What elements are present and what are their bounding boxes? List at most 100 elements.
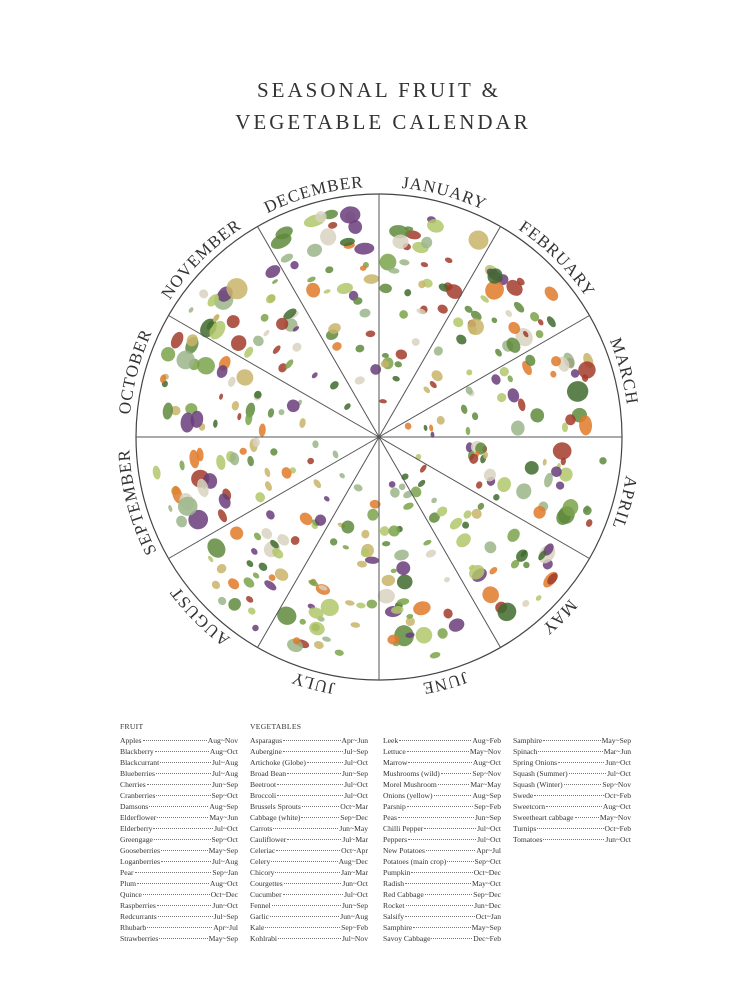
item-season: Jul~Oct	[477, 835, 501, 844]
leader	[277, 784, 344, 785]
item-season: Apr~Jun	[341, 736, 368, 745]
list-row: Samphire May~Sep	[513, 735, 631, 746]
produce	[258, 562, 268, 571]
item-season: Sep~Dec	[473, 890, 501, 899]
item-name: Samphire	[513, 736, 543, 745]
item-name: Peas	[383, 813, 397, 822]
list-row: Brussels Sprouts Oct~Mar	[250, 801, 368, 812]
produce	[456, 334, 467, 345]
produce	[216, 454, 226, 470]
month-label: MARCH	[606, 335, 642, 406]
leader	[411, 872, 473, 873]
produce	[254, 390, 262, 399]
item-season: Aug~Oct	[209, 879, 238, 888]
vegetable-column: Leek Aug~Feb Lettuce May~Nov Marrow Aug~Oct Mu…	[383, 721, 501, 944]
produce	[367, 508, 379, 521]
produce	[226, 278, 248, 300]
produce	[529, 312, 540, 322]
produce	[523, 330, 529, 338]
item-season: Sep~Jan	[212, 868, 238, 877]
produce	[236, 369, 254, 386]
leader	[283, 740, 341, 741]
list-row: Carrots Jun~May	[250, 823, 368, 834]
leader	[543, 740, 601, 741]
item-name: Spinach	[513, 747, 538, 756]
item-name: Chicory	[250, 868, 275, 877]
list-row: Rhubarb Apr~Jul	[120, 922, 238, 933]
produce	[483, 451, 489, 459]
list-row: Sweetheart cabbage May~Nov	[513, 812, 631, 823]
produce	[420, 262, 429, 268]
produce	[404, 422, 412, 430]
produce	[429, 424, 434, 432]
produce	[353, 297, 363, 305]
produce	[396, 561, 411, 576]
item-season: Jun~Oct	[342, 879, 368, 888]
produce	[355, 344, 365, 353]
list-row: Gooseberries May~Sep	[120, 845, 238, 856]
produce	[431, 497, 437, 504]
produce	[469, 565, 485, 580]
item-name: Swede	[513, 791, 534, 800]
produce	[579, 415, 593, 436]
produce	[410, 486, 422, 498]
item-season: Aug~Sep	[472, 791, 501, 800]
produce	[264, 580, 277, 591]
item-season: Jun~Sep	[211, 780, 238, 789]
item-season: May~Sep	[471, 923, 501, 932]
list-row: New Potatoes Apr~Jul	[383, 845, 501, 856]
list-row: Turnips Oct~Feb	[513, 823, 631, 834]
produce	[423, 424, 428, 431]
produce	[436, 416, 445, 425]
produce	[290, 536, 300, 545]
produce	[483, 468, 496, 482]
list-row: Raspberries Jun~Oct	[120, 900, 238, 911]
produce	[359, 265, 367, 271]
item-season: Jul~Aug	[211, 758, 238, 767]
produce	[468, 230, 489, 250]
produce	[428, 512, 440, 523]
list-row: Blueberries Jul~Aug	[120, 768, 238, 779]
list-row: Rocket Jun~Dec	[383, 900, 501, 911]
item-season: Sep~Feb	[474, 802, 501, 811]
produce	[425, 549, 437, 558]
item-season: Jun~Sep	[341, 769, 368, 778]
leader	[546, 806, 602, 807]
leader	[282, 894, 344, 895]
produce	[314, 514, 327, 526]
produce	[507, 528, 520, 542]
produce	[395, 349, 408, 360]
produce	[277, 534, 290, 546]
produce	[533, 505, 546, 519]
produce	[328, 323, 341, 334]
produce	[433, 346, 443, 356]
produce	[487, 268, 503, 284]
produce	[405, 617, 415, 627]
produce	[188, 509, 209, 530]
item-name: Raspberries	[120, 901, 156, 910]
produce	[308, 607, 324, 619]
leader	[265, 927, 341, 928]
produce	[513, 301, 525, 313]
title-line: VEGETABLE CALENDAR	[235, 110, 531, 134]
produce	[476, 481, 483, 489]
produce	[480, 295, 489, 303]
item-name: Lettuce	[383, 747, 406, 756]
item-season: Jul~Oct	[477, 824, 501, 833]
produce	[290, 261, 299, 270]
month-label: JUNE	[421, 668, 471, 698]
produce	[209, 320, 226, 340]
leader	[269, 916, 340, 917]
produce	[456, 533, 471, 548]
produce	[546, 316, 556, 328]
produce	[161, 347, 176, 362]
leader	[425, 850, 476, 851]
produce	[380, 360, 390, 368]
produce	[299, 512, 313, 526]
produce	[544, 472, 553, 488]
leader	[440, 773, 472, 774]
leader	[574, 817, 599, 818]
leader	[137, 883, 209, 884]
leader	[154, 751, 209, 752]
produce	[423, 539, 432, 546]
